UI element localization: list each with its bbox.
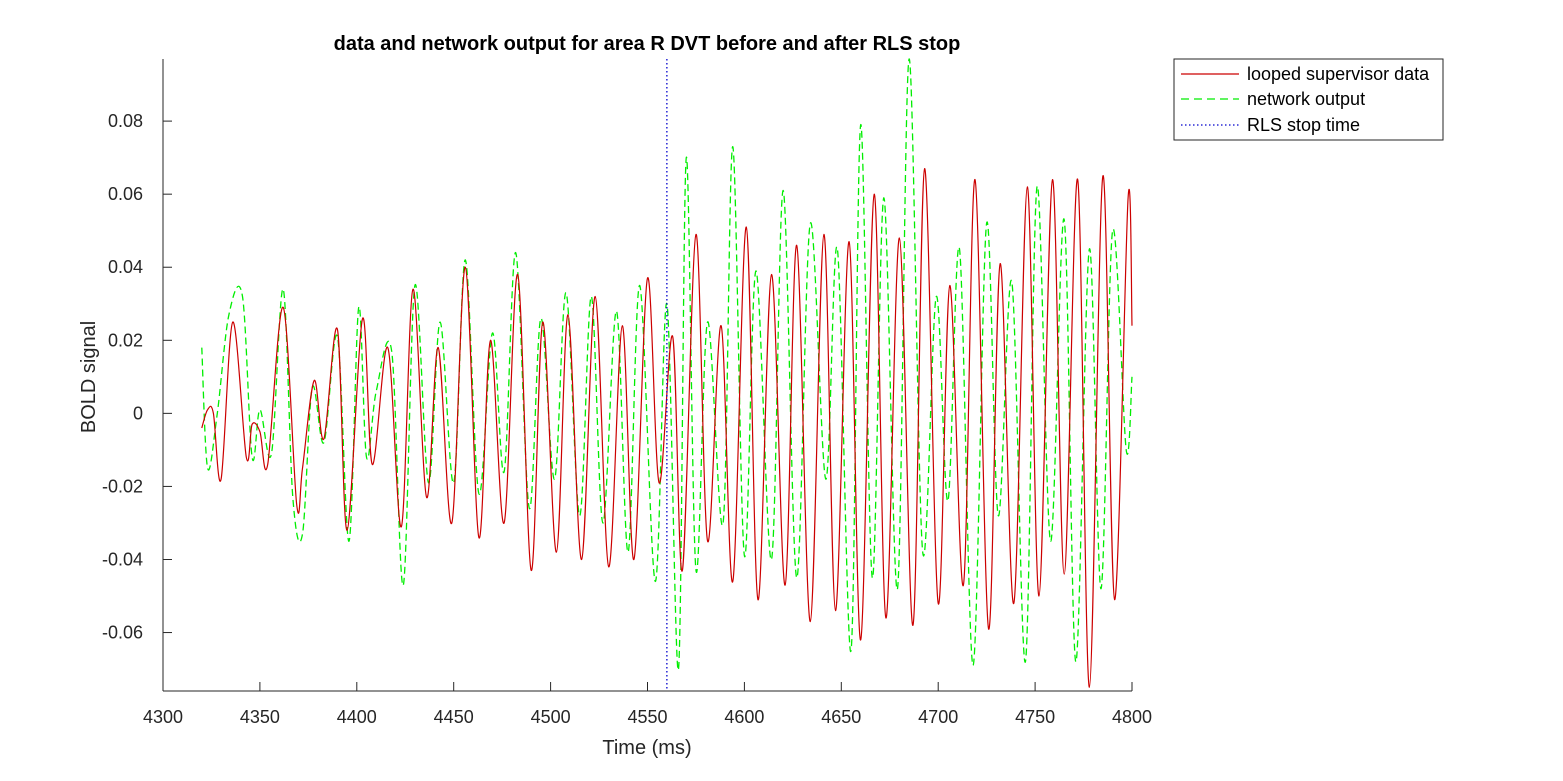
- legend: looped supervisor data network output RL…: [1173, 58, 1444, 141]
- series-line-looped-supervisor-data: [201, 167, 1133, 688]
- y-tick-label: -0.04: [102, 549, 143, 569]
- series-line-network-output: [201, 58, 1133, 671]
- legend-label-network: network output: [1247, 89, 1365, 109]
- y-tick-label: 0.04: [108, 257, 143, 277]
- y-tick-label: 0.02: [108, 330, 143, 350]
- x-tick-label: 4550: [627, 707, 667, 727]
- x-tick-label: 4750: [1015, 707, 1055, 727]
- x-tick-label: 4600: [724, 707, 764, 727]
- x-tick-label: 4650: [821, 707, 861, 727]
- y-axis-label: BOLD signal: [78, 321, 100, 433]
- x-ticks: 4300 4350 4400 4450 4500 4550 4600 4650 4700 4750…: [143, 682, 1152, 727]
- x-tick-label: 4500: [531, 707, 571, 727]
- y-tick-label: 0.06: [108, 184, 143, 204]
- y-tick-label: 0.08: [108, 111, 143, 131]
- x-tick-label: 4800: [1112, 707, 1152, 727]
- x-tick-label: 4350: [240, 707, 280, 727]
- x-tick-label: 4450: [434, 707, 474, 727]
- x-axis-label: Time (ms): [602, 737, 691, 759]
- chart-title: data and network output for area R DVT b…: [334, 33, 961, 55]
- legend-box: [1173, 58, 1444, 141]
- x-tick-label: 4300: [143, 707, 183, 727]
- axes: 4300 4350 4400 4450 4500 4550 4600 4650 4700 4750…: [102, 59, 1152, 727]
- y-ticks: -0.06 -0.04 -0.02 0 0.02 0.04 0.06 0.08: [102, 111, 172, 643]
- y-tick-label: -0.02: [102, 476, 143, 496]
- x-tick-label: 4400: [337, 707, 377, 727]
- series-layer: [201, 58, 1133, 688]
- x-tick-label: 4700: [918, 707, 958, 727]
- y-tick-label: -0.06: [102, 623, 143, 643]
- y-tick-label: 0: [133, 403, 143, 423]
- legend-label-rls: RLS stop time: [1247, 115, 1360, 135]
- legend-label-supervisor: looped supervisor data: [1247, 64, 1430, 84]
- plot-area: [201, 58, 1133, 691]
